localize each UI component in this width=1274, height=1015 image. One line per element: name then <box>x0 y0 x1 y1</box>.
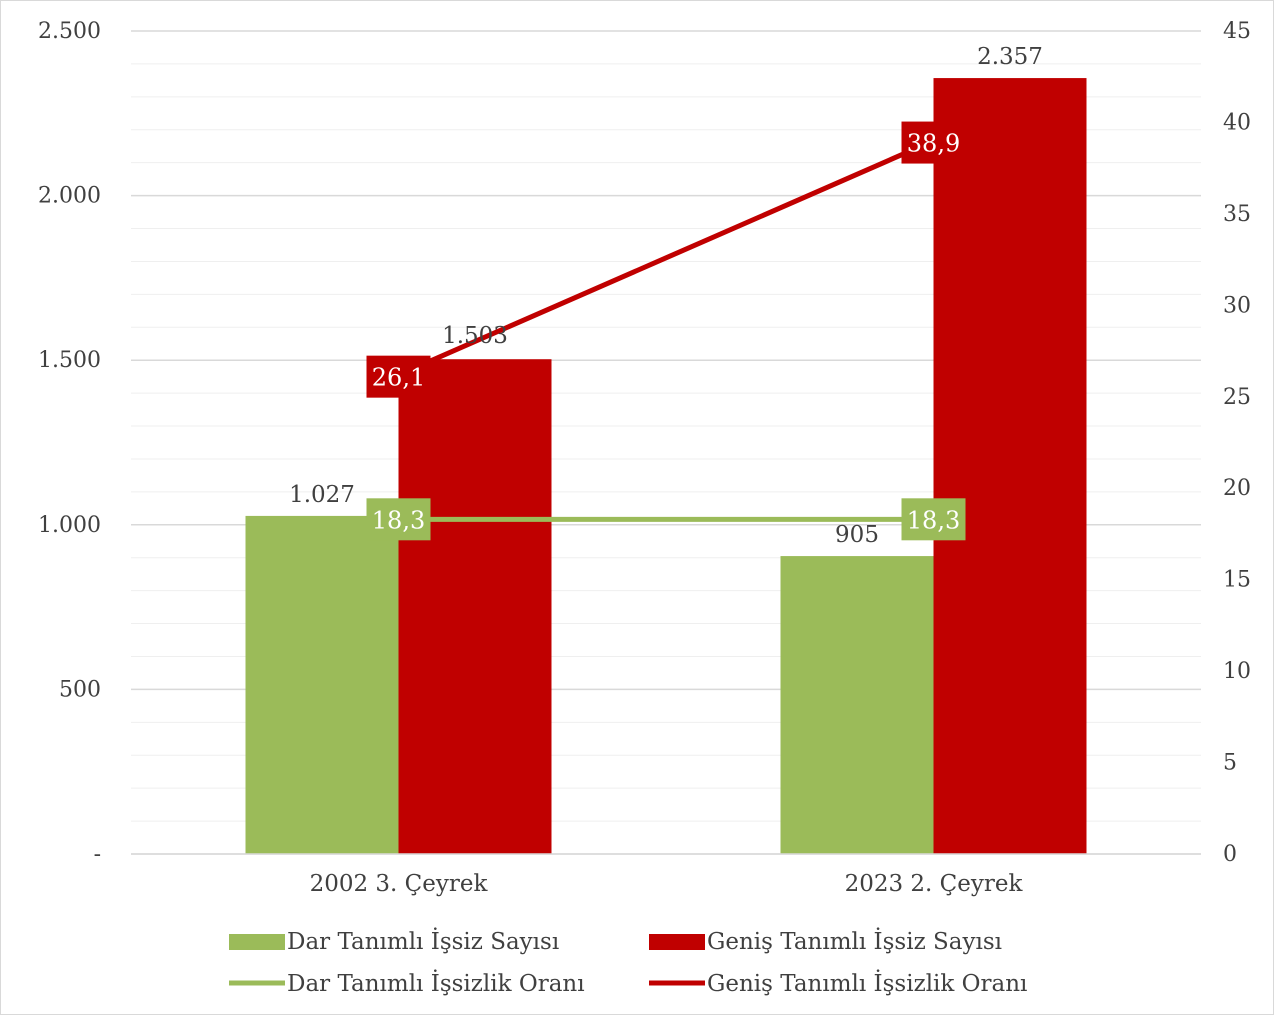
data-labels: 1.027 905 1.503 2.357 18,3 18,3 26,1 38,9 <box>289 44 1043 548</box>
lines <box>393 140 931 522</box>
right-axis-tick-label: 35 <box>1223 202 1251 227</box>
line-value-label: 38,9 <box>907 130 960 158</box>
legend: Dar Tanımlı İşsiz Sayısı Geniş Tanımlı İş… <box>229 928 1027 997</box>
bar-dar-sayisi <box>245 515 399 854</box>
right-axis-tick-label: 25 <box>1223 385 1251 410</box>
left-axis-tick-label: - <box>94 842 101 867</box>
right-axis-tick-label: 15 <box>1223 568 1251 593</box>
category-label: 2023 2. Çeyrek <box>845 871 1024 897</box>
left-axis-tick-label: 2.000 <box>38 184 101 209</box>
legend-label: Dar Tanımlı İşsiz Sayısı <box>287 928 559 955</box>
bar-value-label: 905 <box>835 522 879 548</box>
bar-value-label: 1.503 <box>442 323 508 349</box>
line-value-label-bg <box>901 121 966 164</box>
line-value-label: 18,3 <box>907 506 960 534</box>
bar-value-label: 2.357 <box>977 44 1043 70</box>
line-value-label-bg <box>366 498 431 541</box>
bar-genis-sayisi <box>398 359 552 854</box>
line-value-label-bg <box>901 498 966 541</box>
line-genis-orani <box>393 140 931 379</box>
bar-genis-sayisi <box>933 78 1087 854</box>
left-axis-tick-label: 2.500 <box>38 19 101 44</box>
legend-label: Dar Tanımlı İşsizlik Oranı <box>287 970 585 997</box>
right-axis-tick-label: 45 <box>1223 19 1251 44</box>
bar-value-label: 1.027 <box>289 482 355 508</box>
line-value-label: 18,3 <box>372 506 425 534</box>
left-axis-tick-label: 500 <box>59 677 101 702</box>
axes: - 500 1.000 1.500 2.000 2.500 0 5 10 15 20 25 30 35 40… <box>38 19 1251 897</box>
bar-dar-sayisi <box>780 556 934 854</box>
right-axis-tick-label: 20 <box>1223 476 1251 501</box>
right-axis-tick-label: 30 <box>1223 293 1251 318</box>
left-axis-tick-label: 1.000 <box>38 513 101 538</box>
right-axis-tick-label: 40 <box>1223 110 1251 135</box>
legend-swatch <box>229 934 285 950</box>
legend-swatch <box>649 934 705 950</box>
left-axis-tick-label: 1.500 <box>38 348 101 373</box>
line-value-label: 26,1 <box>372 364 425 392</box>
bars <box>245 78 1087 854</box>
category-label: 2002 3. Çeyrek <box>310 871 489 897</box>
right-axis-tick-label: 10 <box>1223 659 1251 684</box>
right-axis-tick-label: 5 <box>1223 751 1237 776</box>
legend-label: Geniş Tanımlı İşsiz Sayısı <box>707 928 1002 955</box>
line-value-label-bg <box>366 355 431 398</box>
legend-label: Geniş Tanımlı İşsizlik Oranı <box>707 970 1027 997</box>
right-axis-tick-label: 0 <box>1223 842 1237 867</box>
